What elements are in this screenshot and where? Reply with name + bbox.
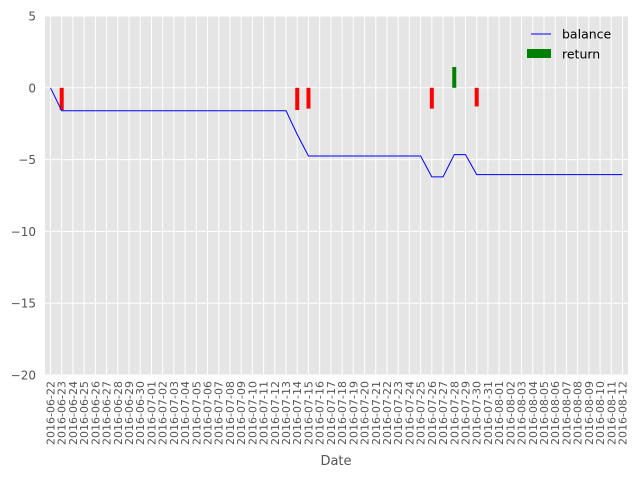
x-tick-label: 2016-07-02 bbox=[157, 381, 170, 445]
x-tick-label: 2016-06-23 bbox=[56, 381, 69, 445]
balance-line bbox=[50, 87, 623, 178]
x-tick-label: 2016-08-03 bbox=[516, 381, 529, 445]
y-tick-label: −15 bbox=[11, 297, 36, 311]
x-tick-label: 2016-07-18 bbox=[336, 381, 349, 445]
legend-return-swatch bbox=[527, 49, 551, 58]
x-tick-label: 2016-08-12 bbox=[617, 381, 630, 445]
x-tick-label: 2016-07-21 bbox=[370, 381, 383, 445]
x-tick-label: 2016-06-25 bbox=[78, 381, 91, 445]
x-tick-label: 2016-07-14 bbox=[291, 381, 304, 445]
x-tick-label: 2016-08-07 bbox=[560, 381, 573, 445]
x-tick-label: 2016-08-11 bbox=[605, 381, 618, 445]
x-tick-label: 2016-08-10 bbox=[594, 381, 607, 445]
x-tick-label: 2016-08-05 bbox=[538, 381, 551, 445]
x-tick-label: 2016-08-02 bbox=[504, 381, 517, 445]
x-axis-label: Date bbox=[320, 454, 351, 469]
x-tick-label: 2016-06-26 bbox=[89, 381, 102, 445]
y-tick-label: −10 bbox=[11, 225, 36, 239]
x-tick-label: 2016-07-09 bbox=[235, 381, 248, 445]
grid-lines bbox=[45, 15, 628, 376]
x-tick-label: 2016-08-06 bbox=[549, 381, 562, 445]
x-tick-label: 2016-07-08 bbox=[224, 381, 237, 445]
return-bar bbox=[429, 87, 434, 109]
x-tick-label: 2016-08-01 bbox=[493, 381, 506, 445]
x-tick-label: 2016-07-04 bbox=[179, 381, 192, 445]
legend: balance return bbox=[527, 27, 612, 62]
x-tick-label: 2016-07-30 bbox=[471, 381, 484, 445]
x-tick-label: 2016-07-16 bbox=[314, 381, 327, 445]
x-tick-label: 2016-07-06 bbox=[202, 381, 215, 445]
return-bar bbox=[452, 66, 457, 88]
x-tick-label: 2016-06-22 bbox=[45, 381, 58, 445]
return-bars bbox=[59, 66, 479, 111]
x-tick-label: 2016-08-08 bbox=[572, 381, 585, 445]
y-tick-label: 5 bbox=[28, 10, 36, 24]
x-tick-label: 2016-07-05 bbox=[190, 381, 203, 445]
x-tick-label: 2016-07-15 bbox=[302, 381, 315, 445]
plot-area bbox=[45, 16, 628, 375]
x-tick-label: 2016-07-01 bbox=[145, 381, 158, 445]
x-tick-label: 2016-06-24 bbox=[67, 381, 80, 445]
x-tick-label: 2016-07-22 bbox=[381, 381, 394, 445]
x-tick-label: 2016-06-30 bbox=[134, 381, 147, 445]
x-tick-label: 2016-07-12 bbox=[269, 381, 282, 445]
return-bar bbox=[306, 87, 311, 109]
y-tick-label: 0 bbox=[28, 81, 36, 95]
x-tick-label: 2016-07-11 bbox=[258, 381, 271, 445]
x-tick-label: 2016-07-17 bbox=[325, 381, 338, 445]
x-tick-label: 2016-07-20 bbox=[359, 381, 372, 445]
x-tick-label: 2016-07-28 bbox=[448, 381, 461, 445]
x-tick-label: 2016-07-07 bbox=[213, 381, 226, 445]
x-tick-label: 2016-08-04 bbox=[527, 381, 540, 445]
return-bar bbox=[474, 87, 479, 107]
x-tick-label: 2016-07-31 bbox=[482, 381, 495, 445]
x-tick-label: 2016-07-29 bbox=[459, 381, 472, 445]
x-tick-label: 2016-06-28 bbox=[112, 381, 125, 445]
legend-return-label: return bbox=[562, 47, 600, 62]
x-tick-label: 2016-07-03 bbox=[168, 381, 181, 445]
legend-balance-label: balance bbox=[562, 27, 612, 42]
return-bar bbox=[295, 87, 300, 111]
x-tick-label: 2016-07-19 bbox=[347, 381, 360, 445]
x-tick-label: 2016-07-10 bbox=[246, 381, 259, 445]
x-tick-label: 2016-08-09 bbox=[583, 381, 596, 445]
x-tick-labels: 2016-06-222016-06-232016-06-242016-06-25… bbox=[45, 381, 630, 445]
x-tick-label: 2016-07-13 bbox=[280, 381, 293, 445]
return-bar bbox=[59, 87, 64, 111]
x-tick-label: 2016-07-26 bbox=[426, 381, 439, 445]
x-tick-label: 2016-07-27 bbox=[437, 381, 450, 445]
x-tick-label: 2016-07-25 bbox=[415, 381, 428, 445]
x-tick-label: 2016-07-23 bbox=[392, 381, 405, 445]
y-tick-labels: 5 0 −5 −10 −15 −20 bbox=[11, 10, 36, 383]
y-tick-label: −5 bbox=[18, 153, 36, 167]
x-tick-label: 2016-06-27 bbox=[101, 381, 114, 445]
y-tick-label: −20 bbox=[11, 369, 36, 383]
x-tick-label: 2016-06-29 bbox=[123, 381, 136, 445]
x-tick-label: 2016-07-24 bbox=[403, 381, 416, 445]
